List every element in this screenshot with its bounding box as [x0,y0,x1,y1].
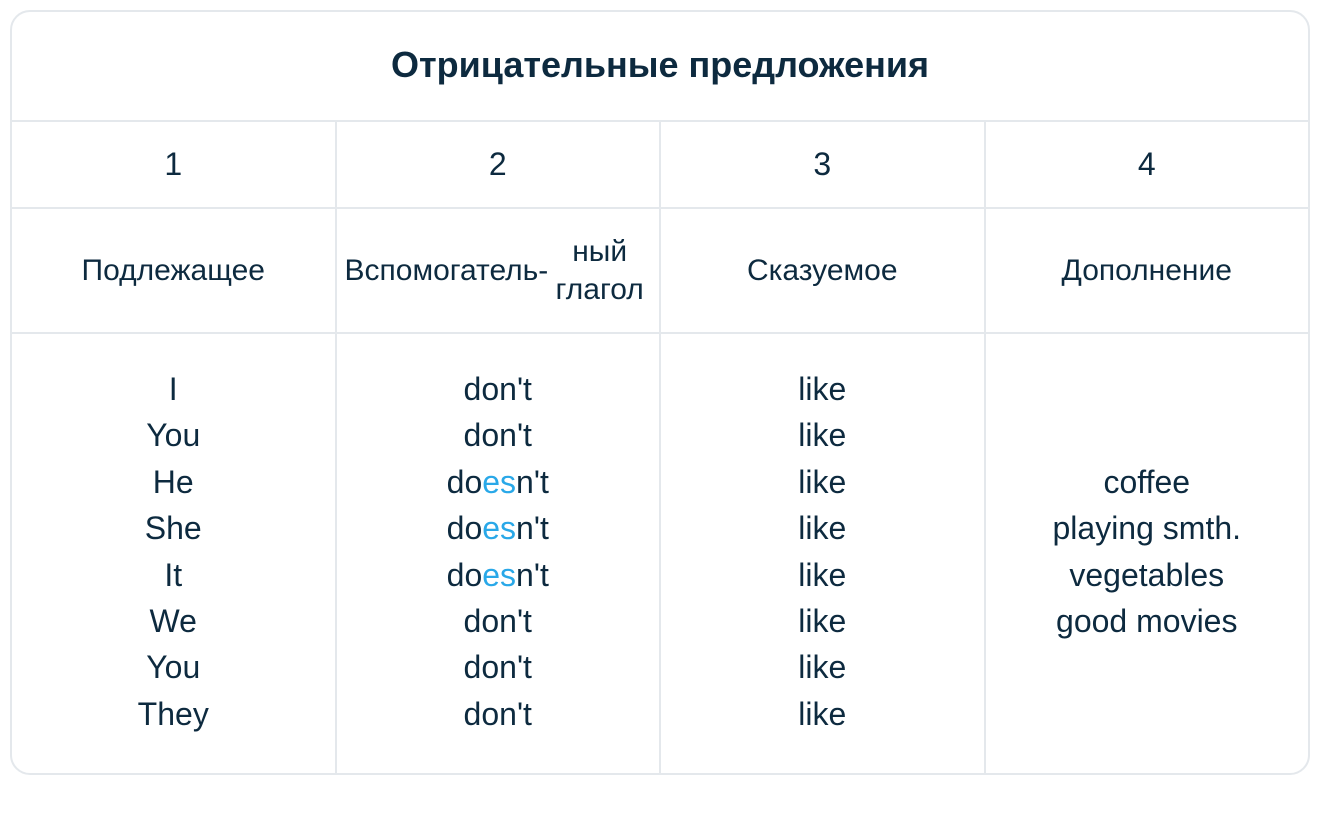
column-label-row: Подлежащее Вспомогатель-ный глагол Сказу… [12,209,1308,334]
subjects-cell: IYouHeSheItWeYouThey [12,334,337,773]
col-label-4: Дополнение [986,209,1309,332]
table-title: Отрицательные предложения [12,44,1308,86]
subject-item: She [12,505,335,551]
verb-item: like [661,459,984,505]
aux-item: doesn't [337,505,660,551]
col-label-1: Подлежащее [12,209,337,332]
column-number-row: 1 2 3 4 [12,122,1308,209]
object-item: vegetables [986,552,1309,598]
subject-item: It [12,552,335,598]
grammar-table: Отрицательные предложения 1 2 3 4 Подлеж… [10,10,1310,775]
subject-item: You [12,412,335,458]
aux-item: don't [337,412,660,458]
verb-item: like [661,691,984,737]
aux-item: don't [337,366,660,412]
body-row: IYouHeSheItWeYouThey don'tdon'tdoesn'tdo… [12,334,1308,773]
verb-cell: likelikelikelikelikelikelikelike [661,334,986,773]
aux-cell: don'tdon'tdoesn'tdoesn'tdoesn'tdon'tdon'… [337,334,662,773]
verb-item: like [661,552,984,598]
col-num-2: 2 [337,122,662,207]
subject-item: They [12,691,335,737]
subject-item: You [12,644,335,690]
object-item: coffee [986,459,1309,505]
object-item: playing smth. [986,505,1309,551]
subject-item: We [12,598,335,644]
verb-item: like [661,366,984,412]
aux-item: don't [337,644,660,690]
objects-cell: coffeeplaying smth.vegetablesgood movies [986,334,1309,773]
verb-item: like [661,598,984,644]
col-label-2: Вспомогатель-ный глагол [337,209,662,332]
verb-item: like [661,412,984,458]
verb-item: like [661,505,984,551]
col-num-1: 1 [12,122,337,207]
object-item: good movies [986,598,1309,644]
col-num-3: 3 [661,122,986,207]
aux-item: don't [337,691,660,737]
subject-item: He [12,459,335,505]
aux-item: doesn't [337,459,660,505]
col-label-3: Сказуемое [661,209,986,332]
verb-item: like [661,644,984,690]
table-title-row: Отрицательные предложения [12,12,1308,122]
aux-item: don't [337,598,660,644]
aux-item: doesn't [337,552,660,598]
col-num-4: 4 [986,122,1309,207]
subject-item: I [12,366,335,412]
